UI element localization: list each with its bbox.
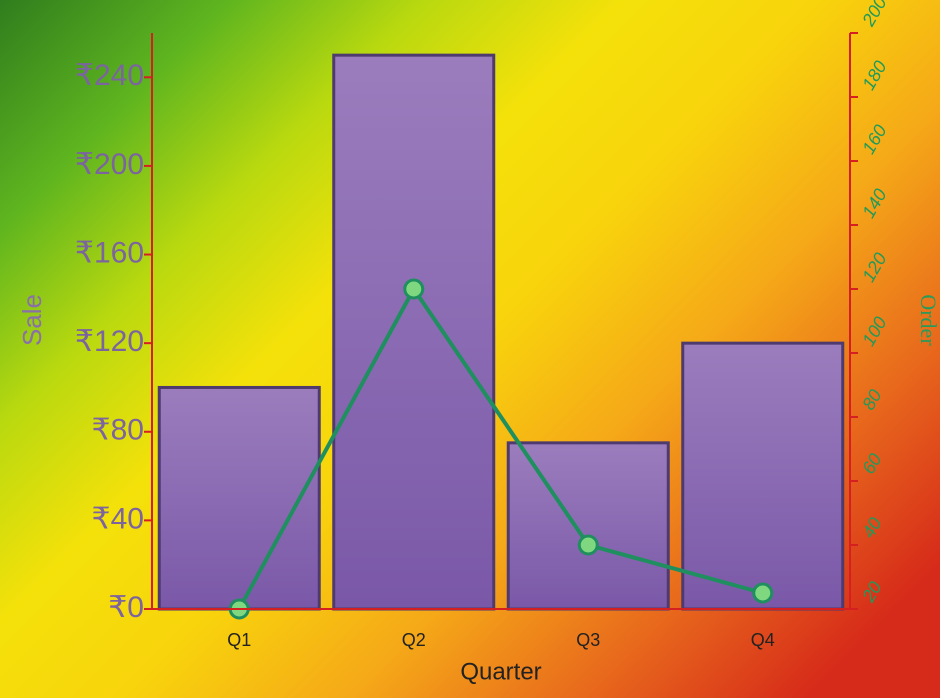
y-axis-label: Sale [17,294,47,346]
y-tick-label: ₹200 [75,148,144,181]
y-tick-label: ₹40 [92,502,144,535]
y2-tick-label: 100 [858,313,890,349]
y2-tick-label: 200 [858,0,891,30]
bar [332,53,496,611]
y2-tick-label: 80 [858,386,885,413]
y2-tick-label: 20 [858,578,886,606]
y2-tick-label: 40 [858,514,885,541]
y-tick-label: ₹240 [75,59,144,92]
y2-tick-label: 180 [858,57,890,93]
y-tick-label: ₹120 [75,325,144,358]
y-tick-label: ₹0 [108,591,144,624]
y2-tick-label: 120 [858,249,890,285]
y2-tick-label: 160 [858,121,890,157]
line-marker [752,582,774,604]
x-tick-label: Q4 [751,630,775,650]
y2-tick-label: 60 [858,450,885,477]
y2-axis-label: Order [916,294,940,346]
x-tick-label: Q3 [576,630,600,650]
bar [681,341,845,611]
y2-tick-label: 140 [858,185,890,221]
y-tick-label: ₹160 [75,236,144,269]
line [237,285,764,610]
line-marker [403,278,425,300]
bar [506,441,670,611]
bar [157,385,321,611]
line-marker [577,534,599,556]
y-tick-label: ₹80 [92,414,144,447]
x-tick-label: Q1 [227,630,251,650]
x-tick-label: Q2 [402,630,426,650]
x-axis-label: Quarter [460,658,541,685]
